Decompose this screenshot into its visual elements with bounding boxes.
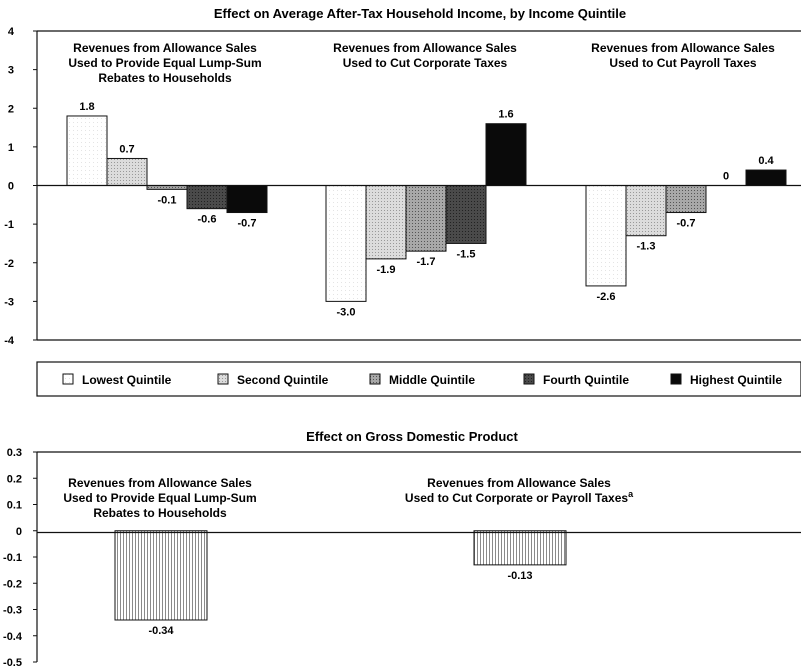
bottom-bars [115, 531, 566, 620]
legend-label-fourth-quintile: Fourth Quintile [543, 373, 629, 387]
bottom-y-tick-label: -0.3 [3, 605, 22, 617]
gdp-bar [474, 531, 566, 565]
top-data-label: -0.7 [238, 218, 257, 230]
legend-label-lowest-quintile: Lowest Quintile [82, 373, 172, 387]
legend-swatch-second-quintile [218, 374, 228, 384]
bottom-y-tick-label: -0.2 [3, 578, 22, 590]
legend-label-middle-quintile: Middle Quintile [389, 373, 475, 387]
top-data-label: -0.1 [158, 194, 177, 206]
bottom-data-label: -0.13 [507, 570, 532, 582]
top-group-label: Used to Cut Corporate Taxes [343, 56, 508, 70]
top-data-label: -1.3 [637, 241, 656, 253]
bottom-y-tick-label: -0.4 [3, 631, 23, 643]
bottom-y-tick-label: -0.5 [3, 657, 22, 669]
top-data-label: 1.8 [79, 101, 94, 113]
bar-second-quintile [366, 186, 406, 259]
legend-swatch-highest-quintile [671, 374, 681, 384]
top-data-label: -1.5 [457, 248, 476, 260]
top-y-tick-label: 1 [8, 142, 14, 154]
top-bars [67, 116, 786, 301]
top-group-label: Revenues from Allowance Sales [591, 41, 775, 55]
legend-items: Lowest Quintile Second Quintile Middle Qui… [63, 373, 782, 387]
bottom-y-tick-label: 0.1 [7, 500, 22, 512]
top-data-label: 0 [723, 171, 729, 183]
top-data-label: 1.6 [498, 109, 513, 121]
top-y-tick-label: -3 [4, 296, 14, 308]
top-data-label: -0.6 [198, 214, 217, 226]
legend-label-highest-quintile: Highest Quintile [690, 373, 782, 387]
bar-lowest-quintile [586, 186, 626, 286]
top-y-tick-label: 4 [8, 26, 15, 38]
top-y-tick-label: -2 [4, 258, 14, 270]
top-data-label: -0.7 [677, 218, 696, 230]
top-y-tick-label: -1 [4, 219, 14, 231]
bottom-y-tick-label: 0 [16, 526, 22, 538]
top-group-label: Revenues from Allowance Sales [333, 41, 517, 55]
top-data-label: -1.9 [377, 264, 396, 276]
top-group-label: Rebates to Households [98, 71, 232, 85]
top-y-tick-label: -4 [4, 335, 15, 347]
bottom-y-tick-label: -0.1 [3, 552, 22, 564]
legend-swatch-middle-quintile [370, 374, 380, 384]
top-data-label: -1.7 [417, 256, 436, 268]
top-data-label: 0.4 [758, 155, 774, 167]
gdp-bar [115, 531, 207, 620]
top-y-tick-label: 2 [8, 103, 14, 115]
top-y-ticks: 4 3 2 1 0 -1 -2 -3 -4 [4, 26, 37, 347]
bottom-data-label: -0.34 [148, 625, 174, 637]
top-data-label: 0.7 [119, 143, 134, 155]
bar-highest-quintile [486, 124, 526, 186]
top-group-label: Used to Cut Payroll Taxes [609, 56, 756, 70]
bar-highest-quintile [746, 170, 786, 185]
bottom-group-label: Revenues from Allowance Sales [68, 476, 252, 490]
bar-second-quintile [626, 186, 666, 236]
top-y-tick-label: 0 [8, 181, 14, 193]
legend-swatch-lowest-quintile [63, 374, 73, 384]
bottom-group-label: Rebates to Households [93, 506, 227, 520]
bar-middle-quintile [406, 186, 446, 252]
top-y-tick-label: 3 [8, 65, 14, 77]
bar-lowest-quintile [67, 116, 107, 186]
bar-fourth-quintile [446, 186, 486, 244]
legend: Lowest Quintile Second Quintile Middle Qui… [37, 362, 801, 396]
bottom-group-label: Used to Cut Corporate or Payroll Taxesa [405, 489, 634, 505]
footnote-marker: a [628, 489, 634, 499]
bar-second-quintile [107, 158, 147, 185]
bottom-y-tick-label: 0.2 [7, 473, 22, 485]
legend-label-second-quintile: Second Quintile [237, 373, 329, 387]
top-chart-title: Effect on Average After-Tax Household In… [214, 6, 626, 21]
top-group-label: Revenues from Allowance Sales [73, 41, 257, 55]
top-data-label: -3.0 [337, 306, 356, 318]
bottom-group-label: Revenues from Allowance Sales [427, 476, 611, 490]
top-group-label: Used to Provide Equal Lump-Sum [68, 56, 261, 70]
bar-middle-quintile [666, 186, 706, 213]
bar-fourth-quintile [187, 186, 227, 209]
legend-swatch-fourth-quintile [524, 374, 534, 384]
bottom-group-label: Used to Provide Equal Lump-Sum [63, 491, 256, 505]
bar-highest-quintile [227, 186, 267, 213]
bottom-y-tick-label: 0.3 [7, 447, 22, 459]
top-data-label: -2.6 [597, 291, 616, 303]
bottom-chart-title: Effect on Gross Domestic Product [306, 429, 518, 444]
bar-lowest-quintile [326, 186, 366, 302]
bottom-y-ticks: 0.3 0.2 0.1 0 -0.1 -0.2 -0.3 -0.4 -0.5 [3, 447, 37, 669]
